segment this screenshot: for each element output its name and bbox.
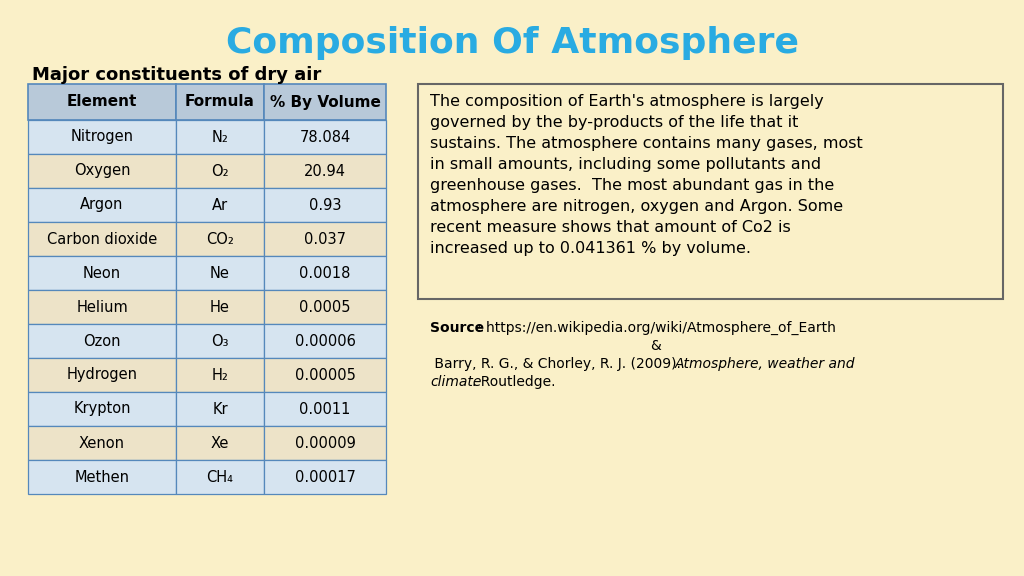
Text: Ozon: Ozon (83, 334, 121, 348)
Bar (28, 358, 176, 392)
Text: CO₂: CO₂ (206, 232, 233, 247)
Bar (28, 154, 176, 188)
Text: Krypton: Krypton (74, 401, 131, 416)
Bar (176, 426, 264, 460)
Text: Xenon: Xenon (79, 435, 125, 450)
Text: 0.00017: 0.00017 (295, 469, 355, 484)
Bar (28, 120, 176, 154)
Text: Element: Element (67, 94, 137, 109)
Text: Oxygen: Oxygen (74, 164, 130, 179)
Text: Ne: Ne (210, 266, 230, 281)
Text: Composition Of Atmosphere: Composition Of Atmosphere (225, 26, 799, 60)
Text: 0.00009: 0.00009 (295, 435, 355, 450)
Bar (176, 188, 264, 222)
Text: Methen: Methen (75, 469, 129, 484)
Text: climate: climate (430, 375, 481, 389)
Bar (264, 460, 386, 494)
Bar (264, 84, 386, 120)
Text: 0.0005: 0.0005 (299, 300, 351, 314)
Bar (28, 392, 176, 426)
Bar (264, 256, 386, 290)
Bar (176, 290, 264, 324)
Bar (176, 256, 264, 290)
Bar (264, 358, 386, 392)
Text: Argon: Argon (80, 198, 124, 213)
Bar (176, 392, 264, 426)
Bar (264, 154, 386, 188)
Bar (28, 426, 176, 460)
Bar (176, 154, 264, 188)
Text: N₂: N₂ (212, 130, 228, 145)
Text: 20.94: 20.94 (304, 164, 346, 179)
Bar (28, 188, 176, 222)
Bar (176, 120, 264, 154)
Text: 0.037: 0.037 (304, 232, 346, 247)
Bar (264, 392, 386, 426)
Text: H₂: H₂ (212, 367, 228, 382)
Bar (264, 222, 386, 256)
Bar (264, 290, 386, 324)
Text: Hydrogen: Hydrogen (67, 367, 137, 382)
Text: Formula: Formula (185, 94, 255, 109)
Text: O₃: O₃ (211, 334, 228, 348)
Text: Xe: Xe (211, 435, 229, 450)
Text: Ar: Ar (212, 198, 228, 213)
Text: 0.0011: 0.0011 (299, 401, 350, 416)
Text: 0.93: 0.93 (309, 198, 341, 213)
Bar (176, 222, 264, 256)
Text: &: & (650, 339, 660, 353)
Bar (264, 188, 386, 222)
Text: Kr: Kr (212, 401, 227, 416)
Text: % By Volume: % By Volume (269, 94, 381, 109)
Text: Neon: Neon (83, 266, 121, 281)
Text: Barry, R. G., & Chorley, R. J. (2009).: Barry, R. G., & Chorley, R. J. (2009). (430, 357, 685, 371)
Text: Source: Source (430, 321, 484, 335)
Text: Helium: Helium (76, 300, 128, 314)
Text: He: He (210, 300, 230, 314)
Bar (176, 324, 264, 358)
Text: . Routledge.: . Routledge. (472, 375, 555, 389)
Bar (28, 84, 176, 120)
Bar (264, 324, 386, 358)
Text: 0.00006: 0.00006 (295, 334, 355, 348)
Bar (28, 290, 176, 324)
Text: : https://en.wikipedia.org/wiki/Atmosphere_of_Earth: : https://en.wikipedia.org/wiki/Atmosphe… (477, 321, 836, 335)
Bar (264, 426, 386, 460)
Bar (418, 84, 1002, 299)
Text: Carbon dioxide: Carbon dioxide (47, 232, 157, 247)
Bar (28, 256, 176, 290)
Text: 0.00005: 0.00005 (295, 367, 355, 382)
Text: The composition of Earth's atmosphere is largely
governed by the by-products of : The composition of Earth's atmosphere is… (430, 94, 863, 256)
Text: Nitrogen: Nitrogen (71, 130, 133, 145)
Bar (264, 120, 386, 154)
Bar (28, 324, 176, 358)
Bar (176, 84, 264, 120)
Text: O₂: O₂ (211, 164, 228, 179)
Text: 78.084: 78.084 (299, 130, 350, 145)
Text: CH₄: CH₄ (207, 469, 233, 484)
Text: Atmosphere, weather and: Atmosphere, weather and (675, 357, 855, 371)
Text: 0.0018: 0.0018 (299, 266, 350, 281)
Bar (28, 460, 176, 494)
Text: Major constituents of dry air: Major constituents of dry air (32, 66, 322, 84)
Bar (28, 222, 176, 256)
Bar (176, 460, 264, 494)
Bar (176, 358, 264, 392)
